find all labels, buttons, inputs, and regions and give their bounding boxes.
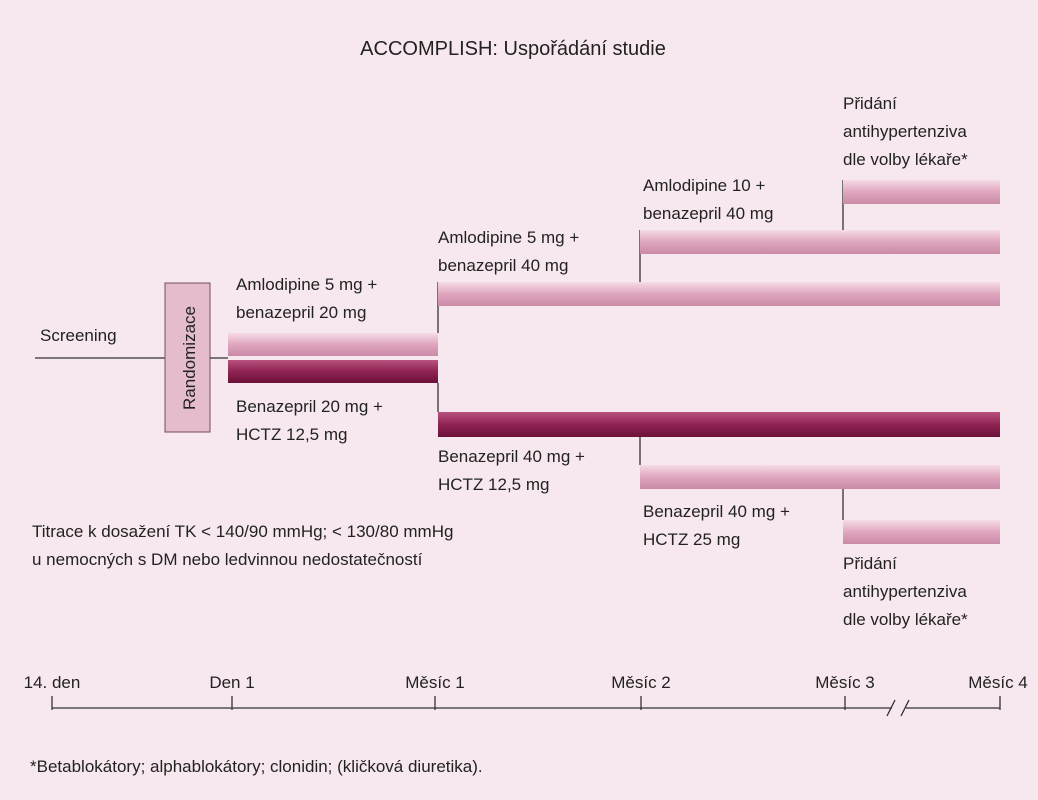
arm-label: HCTZ 25 mg: [643, 530, 740, 549]
arm-label: HCTZ 12,5 mg: [438, 475, 549, 494]
arm-label: Přidání: [843, 94, 897, 113]
arm-label: benazepril 40 mg: [438, 256, 568, 275]
arm-label: Amlodipine 5 mg +: [236, 275, 377, 294]
timeline-label: Měsíc 3: [815, 673, 875, 692]
title: ACCOMPLISH: Uspořádání studie: [360, 38, 666, 60]
arm-label: HCTZ 12,5 mg: [236, 425, 347, 444]
timeline-label: Den 1: [209, 673, 254, 692]
titration-note: u nemocných s DM nebo ledvinnou nedostat…: [32, 550, 423, 569]
arm-label: benazepril 40 mg: [643, 204, 773, 223]
axis-break: [900, 699, 910, 717]
timeline-label: Měsíc 2: [611, 673, 671, 692]
timeline: 14. den Den 1 Měsíc 1 Měsíc 2 Měsíc 3 Měsíc 4: [24, 673, 1028, 717]
bar-a2: [438, 282, 1000, 306]
arm-label: Benazepril 20 mg +: [236, 397, 383, 416]
titration-note: Titrace k dosažení TK < 140/90 mmHg; < 1…: [32, 522, 453, 541]
bar-b1: [228, 360, 438, 383]
arm-label: antihypertenziva: [843, 582, 967, 601]
timeline-label: 14. den: [24, 673, 81, 692]
bars: [228, 180, 1000, 544]
labels: Amlodipine 5 mg + benazepril 20 mg Amlod…: [32, 94, 968, 629]
bar-b4: [843, 520, 1000, 544]
arm-label: Benazepril 40 mg +: [438, 447, 585, 466]
arm-label: Přidání: [843, 554, 897, 573]
bar-b3: [640, 465, 1000, 489]
bar-b2: [438, 412, 1000, 437]
arm-label: Amlodipine 10 +: [643, 176, 765, 195]
arm-label: Amlodipine 5 mg +: [438, 228, 579, 247]
screening-label: Screening: [40, 326, 117, 345]
bar-a4: [843, 180, 1000, 204]
timeline-label: Měsíc 1: [405, 673, 465, 692]
footnote: *Betablokátory; alphablokátory; clonidin…: [30, 757, 483, 776]
axis-break: [886, 699, 896, 717]
bar-a3: [640, 230, 1000, 254]
arm-label: Benazepril 40 mg +: [643, 502, 790, 521]
arm-label: dle volby lékaře*: [843, 150, 968, 169]
arm-label: benazepril 20 mg: [236, 303, 366, 322]
arm-label: dle volby lékaře*: [843, 610, 968, 629]
timeline-label: Měsíc 4: [968, 673, 1028, 692]
bar-a1: [228, 333, 438, 356]
randomization-label: Randomizace: [180, 306, 199, 410]
arm-label: antihypertenziva: [843, 122, 967, 141]
